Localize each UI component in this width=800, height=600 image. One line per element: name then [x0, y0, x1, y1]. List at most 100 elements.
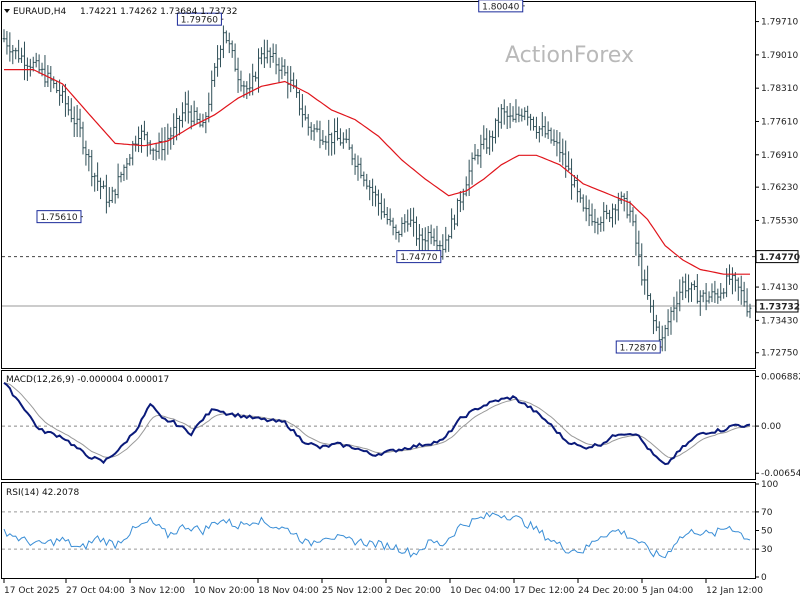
price-bar — [733, 272, 737, 292]
price-bar — [687, 274, 690, 303]
price-bar — [529, 113, 532, 131]
price-bar — [257, 48, 260, 93]
rsi-y-tick-label: 70 — [761, 508, 773, 518]
price-bar — [309, 122, 313, 140]
price-bar — [739, 275, 743, 305]
price-y-tick-label: 1.79010 — [761, 51, 798, 61]
watermark: ActionForex — [505, 43, 634, 68]
price-bar — [672, 296, 676, 321]
price-bar — [78, 108, 82, 138]
price-bar — [210, 70, 214, 112]
price-bar — [537, 125, 541, 143]
price-bar — [710, 283, 714, 303]
price-bar — [321, 130, 325, 145]
price-bar — [587, 199, 591, 227]
price-bar — [260, 47, 263, 65]
price-bar — [34, 52, 38, 68]
price-bar — [324, 135, 328, 150]
price-bar — [283, 59, 287, 76]
x-tick-label: 24 Dec 20:00 — [578, 586, 639, 596]
price-bar — [140, 124, 143, 153]
price-bar — [494, 118, 497, 144]
symbol-dropdown-icon[interactable] — [4, 9, 10, 13]
price-bar — [251, 63, 255, 96]
price-bar — [186, 90, 190, 124]
price-y-tick-label: 1.76910 — [761, 151, 798, 161]
price-bar — [148, 140, 152, 155]
price-bar — [327, 119, 331, 156]
swing-label-text: 1.72870 — [620, 344, 657, 354]
x-tick-label: 25 Nov 12:00 — [322, 586, 383, 596]
price-bar — [581, 194, 585, 212]
price-bar — [107, 187, 111, 208]
price-bar — [339, 128, 342, 146]
price-bar — [464, 176, 468, 197]
price-bar — [154, 143, 158, 161]
price-bar — [315, 120, 319, 133]
price-bar — [55, 80, 59, 94]
price-bar — [356, 155, 360, 181]
price-bar — [698, 290, 702, 316]
rsi-y-tick-label: 0 — [761, 573, 767, 583]
price-bar — [195, 107, 199, 124]
price-bar — [540, 112, 544, 137]
price-bar — [745, 288, 749, 317]
price-bar — [684, 273, 688, 299]
price-bar — [546, 121, 550, 140]
x-tick-label: 3 Nov 12:00 — [130, 586, 185, 596]
price-bar — [198, 113, 202, 128]
price-bar — [693, 280, 696, 291]
price-bar — [555, 130, 559, 157]
price-bar — [476, 149, 480, 165]
x-tick-label: 10 Dec 04:00 — [450, 586, 511, 596]
price-bar — [593, 208, 597, 234]
price-y-tick-label: 1.78310 — [761, 84, 798, 94]
price-bar — [365, 173, 369, 190]
price-bar — [189, 105, 193, 130]
price-bar — [748, 303, 752, 319]
rsi-line — [3, 511, 751, 559]
price-bar — [590, 203, 594, 226]
price-bar — [485, 128, 489, 154]
price-bar — [2, 29, 6, 43]
swing-label-1: 1.80040 — [478, 0, 525, 12]
price-bar — [678, 279, 682, 312]
price-bar — [104, 174, 108, 214]
price-bar — [736, 277, 740, 301]
price-bar — [704, 283, 708, 311]
price-bar — [362, 171, 366, 187]
price-bar — [137, 126, 140, 153]
price-bar — [654, 314, 658, 332]
macd-line — [3, 382, 751, 466]
price-bar — [713, 280, 717, 303]
price-bar — [412, 207, 415, 237]
price-level-tag-0 — [755, 250, 799, 264]
price-bar — [441, 234, 445, 260]
price-bar — [403, 214, 407, 233]
price-bar — [254, 71, 257, 82]
price-bar — [312, 124, 316, 141]
price-bar — [303, 105, 307, 121]
price-bar — [488, 130, 492, 156]
swing-label-text: 1.79760 — [181, 16, 218, 26]
price-bar — [701, 289, 705, 303]
price-bar — [280, 57, 284, 80]
price-bar — [379, 193, 383, 220]
rsi-y-tick-label: 100 — [761, 480, 778, 490]
price-bar — [8, 32, 12, 62]
price-bar — [497, 107, 500, 138]
price-bar — [368, 180, 372, 201]
price-bar — [499, 104, 503, 129]
price-bar — [523, 107, 527, 121]
price-bar — [341, 132, 345, 149]
price-bar — [336, 117, 339, 141]
price-bar — [690, 282, 693, 302]
price-bar — [66, 96, 70, 116]
price-bar — [219, 45, 222, 68]
price-bar — [543, 116, 547, 138]
price-bar — [508, 102, 512, 129]
price-bar — [37, 54, 41, 74]
price-bar — [69, 98, 73, 123]
price-bar — [230, 40, 234, 58]
